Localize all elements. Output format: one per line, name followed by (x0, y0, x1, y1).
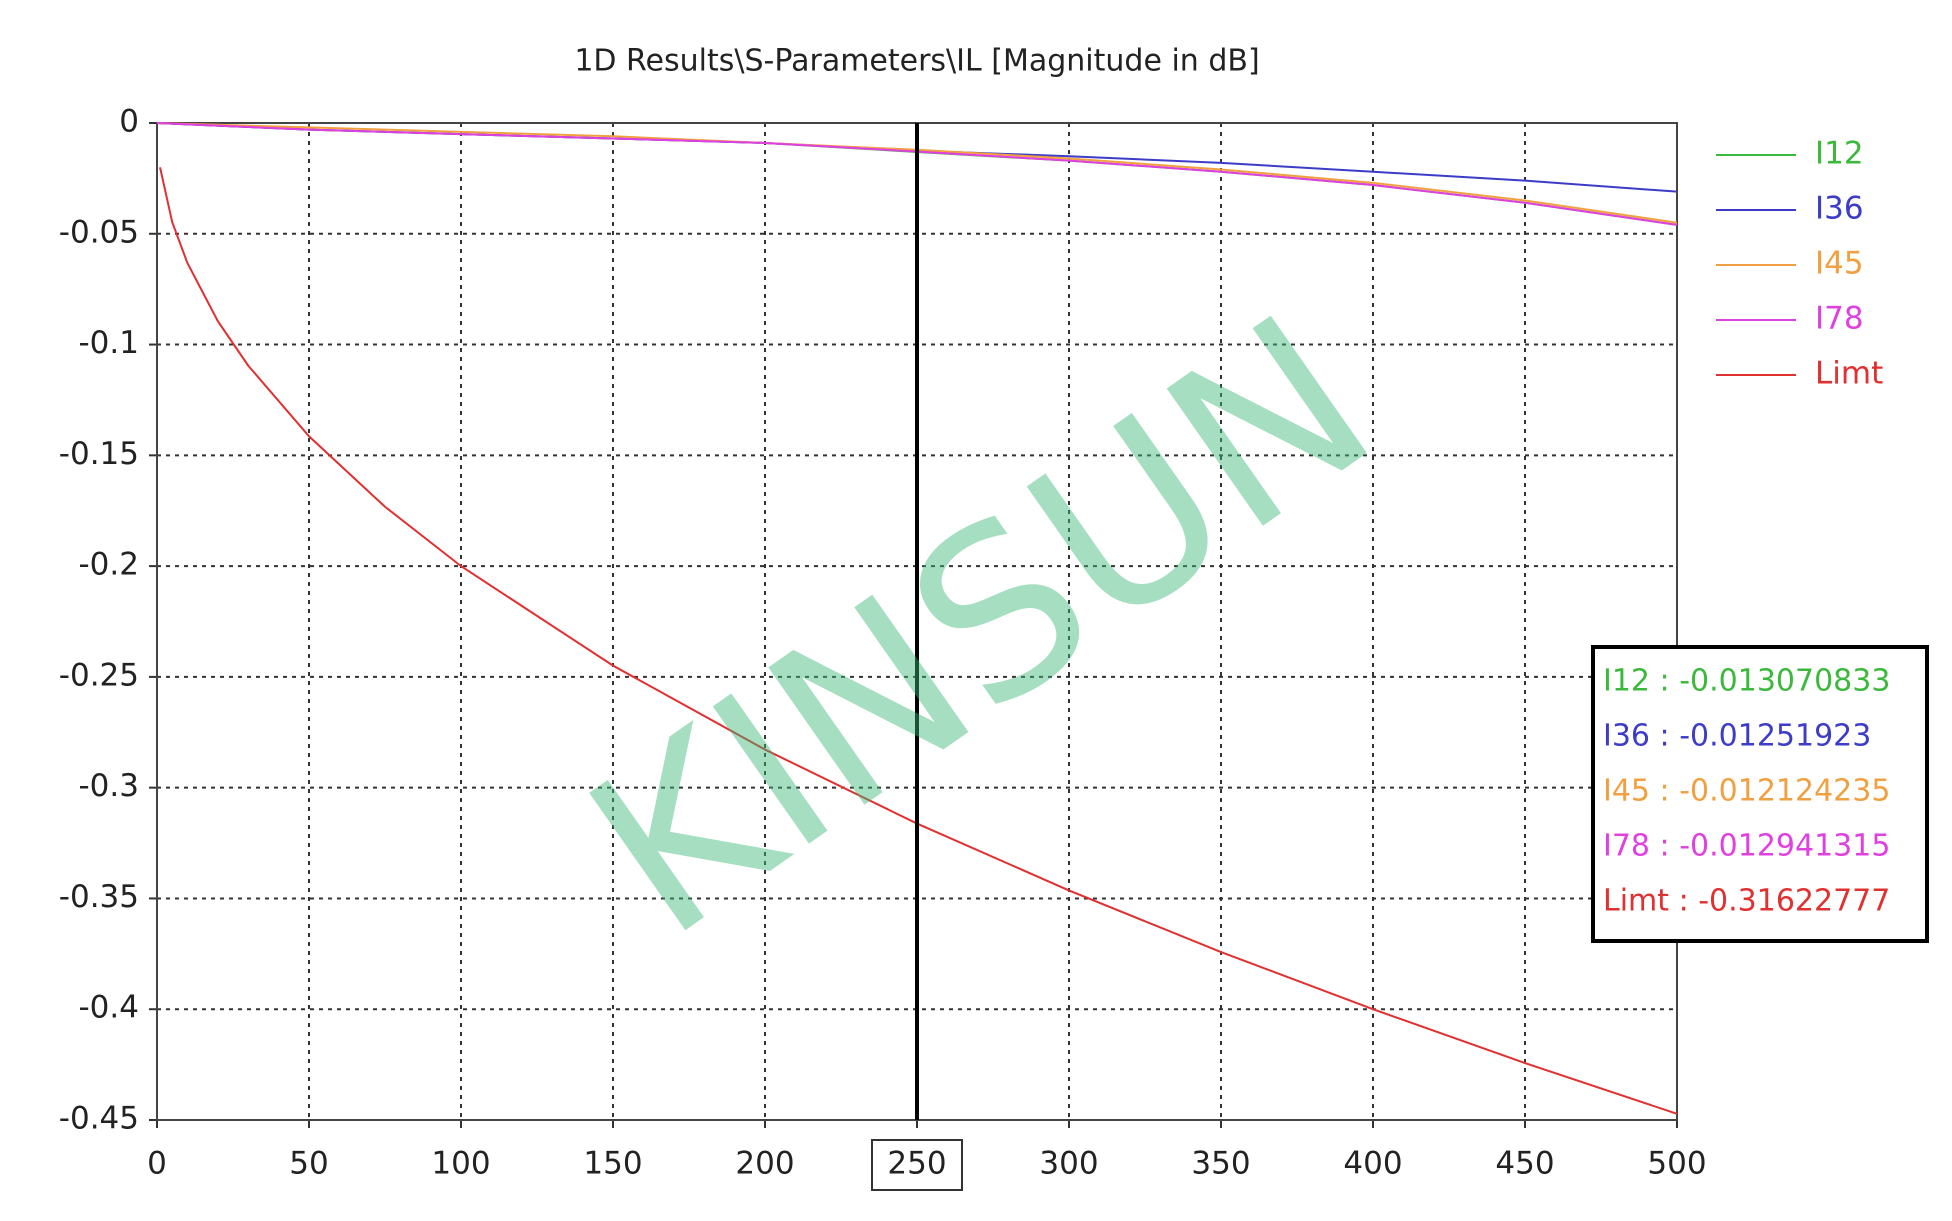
chart-title: 1D Results\S-Parameters\IL [Magnitude in… (574, 44, 1259, 79)
y-tick-label: -0.05 (59, 214, 139, 250)
legend-label: Limt (1815, 356, 1883, 392)
x-tick-label: 350 (1191, 1146, 1250, 1182)
y-tick-label: 0 (119, 104, 139, 140)
y-tick-label: -0.15 (59, 436, 139, 472)
watermark: KINSUN (545, 266, 1417, 988)
y-tick-label: -0.3 (79, 768, 140, 804)
legend-label: I36 (1815, 191, 1864, 227)
x-tick-label: 400 (1343, 1146, 1402, 1182)
x-tick-label: 450 (1495, 1146, 1554, 1182)
x-tick-label: 500 (1647, 1146, 1706, 1182)
legend-label: I78 (1815, 301, 1864, 337)
readout-text: I36 : -0.01251923 (1603, 719, 1871, 754)
y-tick-label: -0.4 (79, 990, 140, 1026)
x-tick-label: 0 (147, 1146, 167, 1182)
x-tick-label: 50 (289, 1146, 328, 1182)
y-tick-label: -0.1 (79, 325, 140, 361)
y-tick-label: -0.35 (59, 879, 139, 915)
y-tick-label: -0.2 (79, 547, 140, 583)
readout-text: I45 : -0.012124235 (1603, 774, 1890, 809)
readout-box (1591, 645, 1929, 943)
x-tick-label: 150 (583, 1146, 642, 1182)
y-tick-label: -0.45 (59, 1101, 139, 1137)
cursor-label-box (871, 1139, 963, 1191)
legend-label: I45 (1815, 246, 1864, 282)
readout-text: I12 : -0.013070833 (1603, 664, 1890, 699)
readout-text: Limt : -0.31622777 (1603, 884, 1890, 919)
series-line (159, 167, 1678, 1115)
x-tick-label: 200 (735, 1146, 794, 1182)
y-tick-label: -0.25 (59, 657, 139, 693)
readout-text: I78 : -0.012941315 (1603, 829, 1890, 864)
x-tick-label: 250 (887, 1146, 946, 1182)
legend-label: I12 (1815, 136, 1864, 172)
x-tick-label: 100 (431, 1146, 490, 1182)
x-tick-label: 300 (1039, 1146, 1098, 1182)
